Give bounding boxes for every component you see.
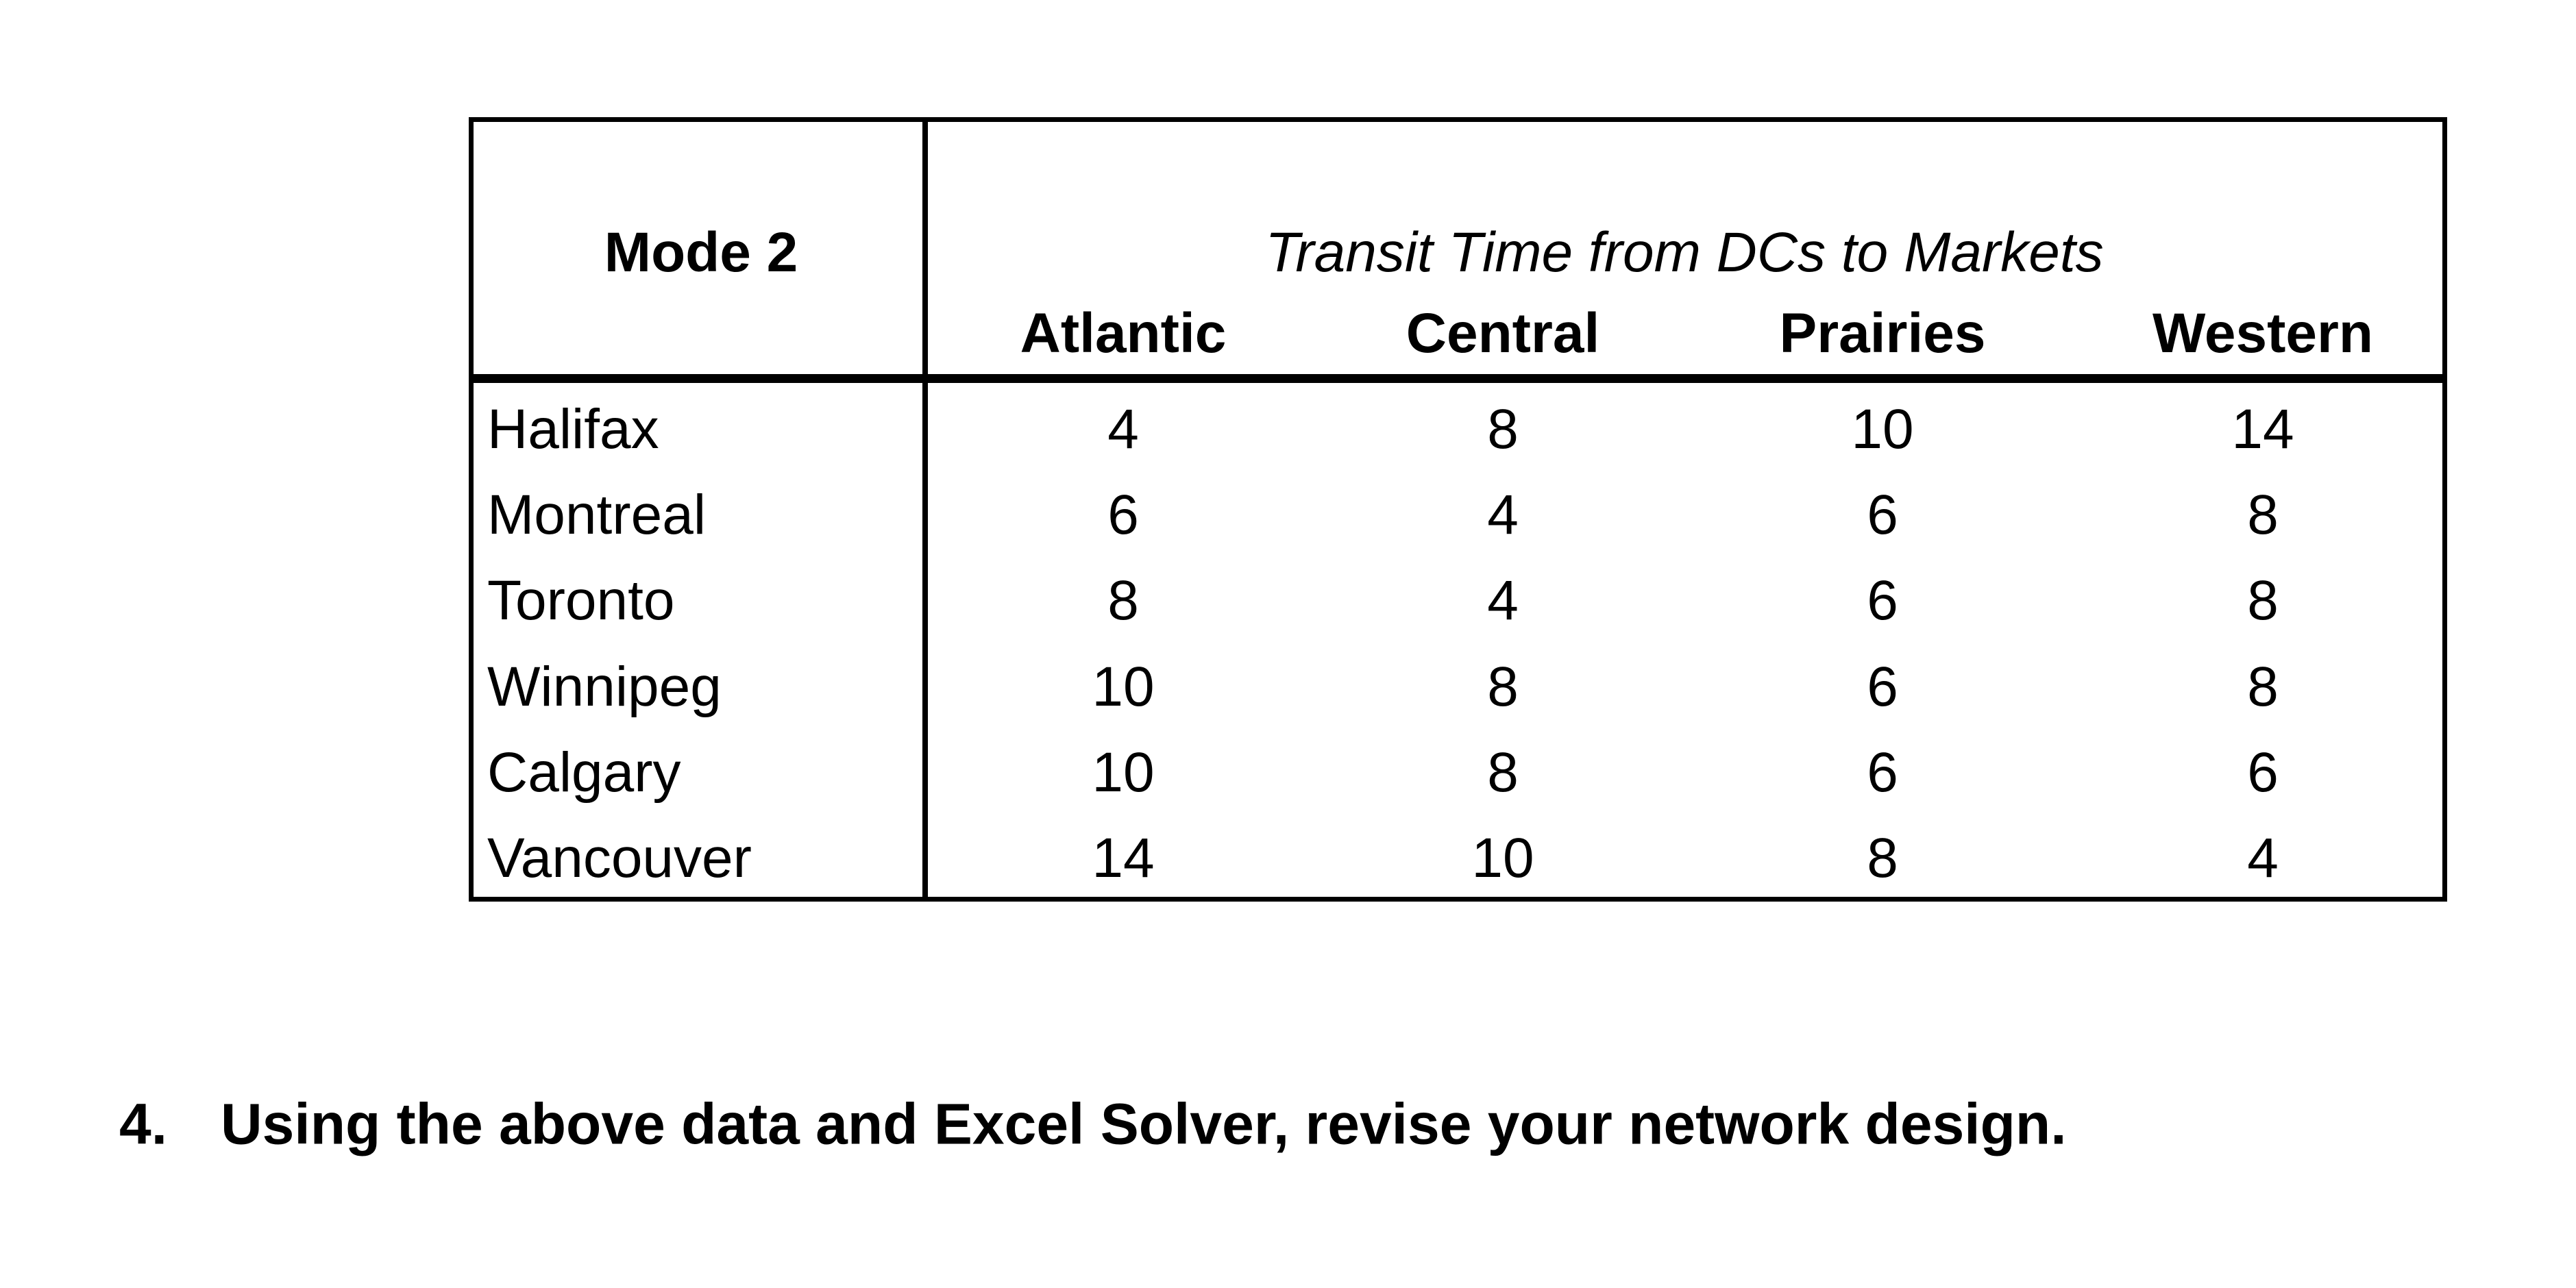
table-cell: 6 bbox=[2247, 741, 2279, 804]
row-label: Vancouver bbox=[487, 827, 752, 889]
table-cell: 14 bbox=[2231, 398, 2294, 460]
table-cell: 6 bbox=[1867, 569, 1898, 632]
table-cell: 8 bbox=[2247, 656, 2279, 718]
table-cell: 6 bbox=[1107, 484, 1139, 546]
row-label: Winnipeg bbox=[487, 656, 722, 718]
table-cell: 6 bbox=[1867, 656, 1898, 718]
table-cell: 14 bbox=[1092, 827, 1155, 889]
table-cell: 4 bbox=[2247, 827, 2279, 889]
column-header: Central bbox=[1406, 302, 1600, 364]
table-cell: 8 bbox=[1487, 741, 1519, 804]
column-divider bbox=[922, 117, 928, 902]
header-divider bbox=[469, 374, 2447, 383]
table-cell: 4 bbox=[1487, 484, 1519, 546]
table-cell: 8 bbox=[2247, 569, 2279, 632]
table-cell: 4 bbox=[1107, 398, 1139, 460]
table-cell: 8 bbox=[2247, 484, 2279, 546]
row-label: Toronto bbox=[487, 569, 675, 632]
row-label: Montreal bbox=[487, 484, 707, 546]
question-number: 4. bbox=[119, 1091, 168, 1156]
row-label: Halifax bbox=[487, 398, 659, 460]
table-cell: 6 bbox=[1867, 484, 1898, 546]
table-cell: 8 bbox=[1107, 569, 1139, 632]
column-header: Prairies bbox=[1779, 302, 1986, 364]
transit-time-table bbox=[469, 117, 2447, 902]
table-cell: 10 bbox=[1851, 398, 1914, 460]
column-header: Western bbox=[2152, 302, 2374, 364]
table-cell: 8 bbox=[1487, 398, 1519, 460]
table-cell: 10 bbox=[1471, 827, 1534, 889]
table-cell: 8 bbox=[1487, 656, 1519, 718]
row-label: Calgary bbox=[487, 741, 681, 804]
table-cell: 10 bbox=[1092, 741, 1155, 804]
question: 4. Using the above data and Excel Solver,… bbox=[119, 1091, 2067, 1158]
table-cell: 10 bbox=[1092, 656, 1155, 718]
corner-label: Mode 2 bbox=[604, 221, 798, 284]
question-text: Using the above data and Excel Solver, r… bbox=[221, 1091, 2067, 1156]
table-cell: 6 bbox=[1867, 741, 1898, 804]
table-cell: 8 bbox=[1867, 827, 1898, 889]
column-header: Atlantic bbox=[1020, 302, 1227, 364]
group-title: Transit Time from DCs to Markets bbox=[1265, 221, 2104, 284]
table-cell: 4 bbox=[1487, 569, 1519, 632]
